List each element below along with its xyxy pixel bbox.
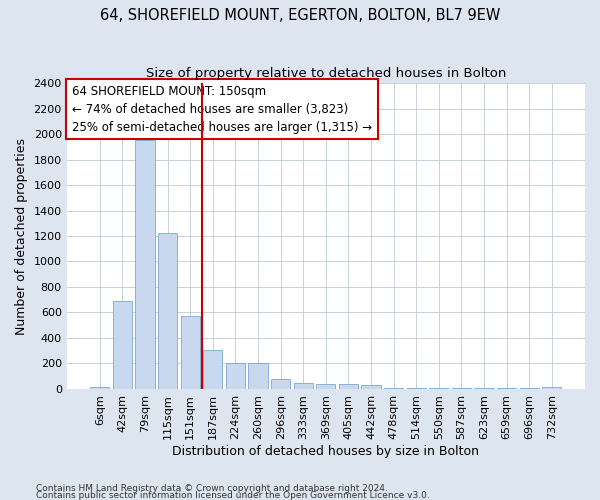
Bar bbox=[475, 388, 494, 389]
Text: 64, SHOREFIELD MOUNT, EGERTON, BOLTON, BL7 9EW: 64, SHOREFIELD MOUNT, EGERTON, BOLTON, B… bbox=[100, 8, 500, 22]
Bar bbox=[248, 364, 268, 389]
Bar bbox=[497, 388, 516, 389]
Bar bbox=[136, 140, 155, 389]
Bar bbox=[293, 383, 313, 389]
Bar bbox=[429, 388, 448, 389]
X-axis label: Distribution of detached houses by size in Bolton: Distribution of detached houses by size … bbox=[172, 444, 479, 458]
Text: Contains public sector information licensed under the Open Government Licence v3: Contains public sector information licen… bbox=[36, 491, 430, 500]
Text: Contains HM Land Registry data © Crown copyright and database right 2024.: Contains HM Land Registry data © Crown c… bbox=[36, 484, 388, 493]
Bar bbox=[542, 386, 562, 389]
Bar bbox=[452, 388, 471, 389]
Bar bbox=[226, 364, 245, 389]
Text: 64 SHOREFIELD MOUNT: 150sqm
← 74% of detached houses are smaller (3,823)
25% of : 64 SHOREFIELD MOUNT: 150sqm ← 74% of det… bbox=[72, 84, 372, 134]
Bar bbox=[361, 386, 380, 389]
Bar bbox=[407, 388, 426, 389]
Bar bbox=[203, 350, 223, 389]
Bar bbox=[339, 384, 358, 389]
Bar bbox=[158, 233, 177, 389]
Bar bbox=[181, 316, 200, 389]
Bar bbox=[90, 386, 109, 389]
Bar bbox=[520, 388, 539, 389]
Bar bbox=[316, 384, 335, 389]
Title: Size of property relative to detached houses in Bolton: Size of property relative to detached ho… bbox=[146, 68, 506, 80]
Bar bbox=[271, 379, 290, 389]
Y-axis label: Number of detached properties: Number of detached properties bbox=[15, 138, 28, 334]
Bar bbox=[113, 300, 132, 389]
Bar bbox=[384, 388, 403, 389]
